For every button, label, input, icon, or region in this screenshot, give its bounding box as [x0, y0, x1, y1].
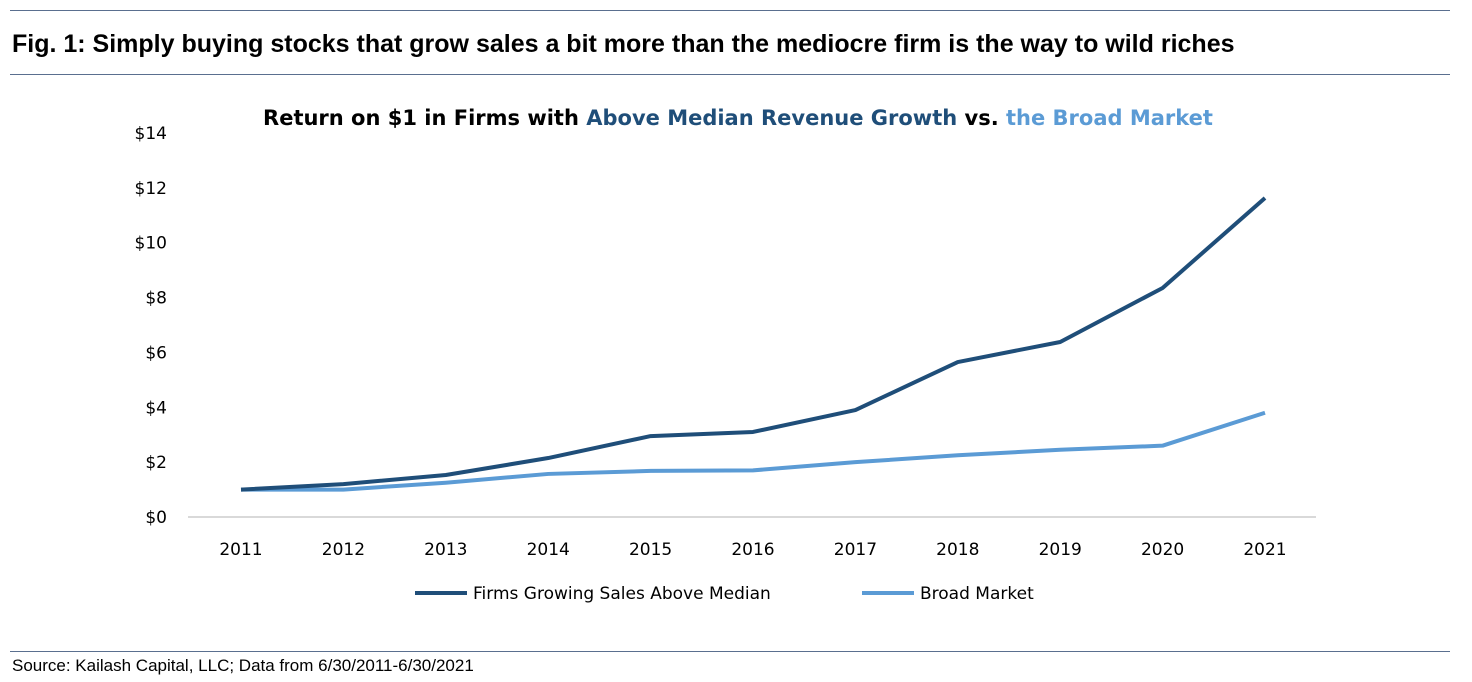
chart-title-part-1: Above Median Revenue Growth: [586, 106, 957, 130]
chart-title-part-2: vs.: [957, 106, 1006, 130]
y-tick-label: $2: [145, 453, 167, 473]
x-tick-label: 2014: [527, 540, 570, 560]
chart-title: Return on $1 in Firms with Above Median …: [263, 106, 1213, 130]
chart-title-part-0: Return on $1 in Firms with: [263, 106, 586, 130]
x-tick-label: 2016: [731, 540, 774, 560]
x-tick-label: 2013: [424, 540, 467, 560]
x-tick-label: 2021: [1243, 540, 1286, 560]
x-tick-label: 2020: [1141, 540, 1184, 560]
legend: Firms Growing Sales Above Median Broad Ma…: [415, 584, 1034, 604]
x-tick-label: 2012: [322, 540, 365, 560]
title-rule: [10, 74, 1450, 75]
y-axis: $0 $2 $4 $6 $8 $10 $12 $14: [135, 124, 167, 528]
series-lines: [240, 196, 1267, 492]
top-rule: [10, 10, 1450, 11]
y-tick-label: $8: [145, 289, 167, 309]
bottom-rule: [10, 651, 1450, 652]
y-tick-label: $10: [135, 234, 167, 254]
source-note: Source: Kailash Capital, LLC; Data from …: [12, 656, 474, 675]
x-tick-label: 2017: [834, 540, 877, 560]
x-tick-label: 2015: [629, 540, 672, 560]
y-tick-label: $6: [145, 343, 167, 363]
y-tick-label: $14: [135, 124, 167, 144]
legend-label: Broad Market: [920, 584, 1034, 604]
x-tick-label: 2011: [219, 540, 262, 560]
x-axis: 2011 2012 2013 2014 2015 2016 2017 2018 2019 2020…: [188, 516, 1316, 560]
figure-title: Fig. 1: Simply buying stocks that grow s…: [12, 30, 1235, 58]
y-tick-label: $4: [145, 398, 167, 418]
y-tick-label: $12: [135, 179, 167, 199]
x-tick-label: 2019: [1039, 540, 1082, 560]
x-tick-label: 2018: [936, 540, 979, 560]
legend-label: Firms Growing Sales Above Median: [473, 584, 771, 604]
series-line-broad-market: [241, 410, 1266, 492]
y-tick-label: $0: [145, 508, 167, 528]
series-line-firms-growing-sales-above-median: [240, 196, 1267, 492]
chart-title-part-3: the Broad Market: [1006, 106, 1213, 130]
